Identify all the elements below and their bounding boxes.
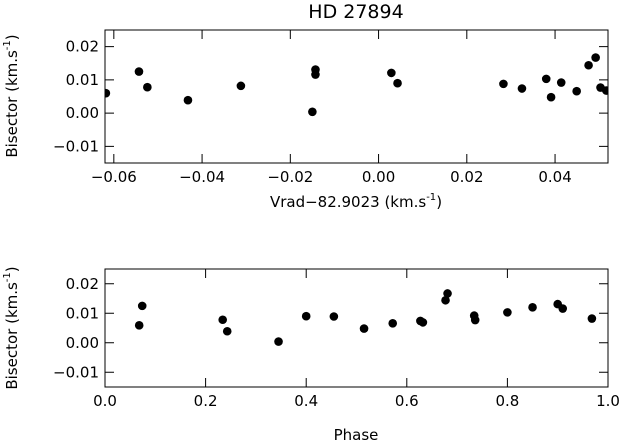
top-panel: Vrad−82.9023 (km.s-1) Bisector (km.s-1) … <box>2 29 609 211</box>
bottom-data-point <box>329 312 339 321</box>
bottom-panel: Phase Bisector (km.s-1) 0.0 0.2 0.4 0.6 0.8 1… <box>2 266 620 444</box>
top-y-axis-label-text: Bisector (km.s <box>3 50 21 158</box>
bottom-y-tick-label: 0.00 <box>66 334 99 352</box>
top-data-point <box>556 78 566 87</box>
bottom-data-point <box>359 324 369 333</box>
bottom-data-point <box>418 318 428 327</box>
bottom-x-tick-label: 1.0 <box>596 392 620 410</box>
top-data-point <box>584 60 593 70</box>
top-x-tick-label: 0.00 <box>362 168 395 186</box>
top-plot-frame <box>104 29 609 164</box>
bottom-y-axis-label-sup: -1 <box>2 272 13 282</box>
bottom-x-tick-label: 0.6 <box>395 392 419 410</box>
top-data-point <box>572 86 581 96</box>
top-y-axis-label: Bisector (km.s-1) <box>2 34 21 157</box>
bottom-data-point <box>301 311 311 321</box>
top-data-point <box>546 92 556 102</box>
bottom-x-axis-label: Phase <box>334 426 379 444</box>
top-y-tick-label: −0.01 <box>53 137 99 155</box>
top-x-axis-label-text: Vrad−82.9023 (km.s <box>270 193 426 211</box>
top-x-tick-label: −0.02 <box>267 168 313 186</box>
top-x-axis-label: Vrad−82.9023 (km.s-1) <box>270 192 442 211</box>
bottom-data-point <box>274 337 283 346</box>
bottom-data-point <box>388 318 398 328</box>
bottom-data-point <box>222 326 232 336</box>
top-data-point <box>311 70 320 79</box>
top-x-tick-label: 0.02 <box>450 168 483 186</box>
bottom-plot-frame <box>104 268 609 388</box>
bottom-data-point <box>587 314 597 323</box>
bottom-data-point <box>441 295 450 305</box>
bottom-y-axis-label-text: Bisector (km.s <box>3 282 21 390</box>
top-data-point <box>183 95 193 105</box>
top-data-point <box>517 84 527 93</box>
bottom-points <box>134 289 597 346</box>
bottom-y-tick-label: 0.01 <box>66 304 99 322</box>
bottom-x-tick-label: 0.0 <box>93 392 117 410</box>
bottom-data-point <box>503 308 512 317</box>
top-x-tick-label: −0.04 <box>179 168 225 186</box>
top-x-tick-label: −0.06 <box>91 168 137 186</box>
bottom-data-point <box>558 304 568 313</box>
top-y-tick-label: 0.00 <box>66 104 99 122</box>
top-data-point <box>601 86 608 95</box>
bottom-x-tick-label: 0.2 <box>194 392 218 410</box>
top-data-point <box>499 79 508 89</box>
top-data-point <box>591 53 600 62</box>
top-data-point <box>393 78 402 88</box>
bottom-y-tick-label: −0.01 <box>53 363 99 381</box>
top-y-axis-label-end: ) <box>3 34 21 40</box>
top-data-point <box>134 67 144 76</box>
top-y-tick-label: 0.02 <box>66 38 99 56</box>
chart-title: HD 27894 <box>308 1 403 23</box>
bottom-y-axis-label-end: ) <box>3 266 21 272</box>
top-data-point <box>308 107 317 117</box>
top-y-axis-label-sup: -1 <box>2 40 13 50</box>
bottom-x-tick-label: 0.4 <box>294 392 318 410</box>
bottom-data-point <box>137 301 147 311</box>
bottom-x-tick-label: 0.8 <box>495 392 519 410</box>
bottom-y-axis-label: Bisector (km.s-1) <box>2 266 21 389</box>
top-y-tick-label: 0.01 <box>66 71 99 89</box>
bottom-data-point <box>218 315 228 325</box>
top-points <box>105 53 608 117</box>
bottom-data-point <box>470 315 480 325</box>
top-data-point <box>541 74 551 84</box>
bottom-data-point <box>443 289 452 298</box>
top-data-point <box>143 82 152 92</box>
top-x-tick-label: 0.04 <box>538 168 571 186</box>
top-data-point <box>236 81 246 91</box>
top-x-axis-label-end: ) <box>436 193 442 211</box>
top-data-point <box>105 88 111 98</box>
top-data-point <box>387 68 396 78</box>
top-x-axis-label-sup: -1 <box>426 192 436 203</box>
bottom-data-point <box>134 321 144 330</box>
bottom-y-tick-label: 0.02 <box>66 275 99 293</box>
bottom-data-point <box>528 303 537 312</box>
